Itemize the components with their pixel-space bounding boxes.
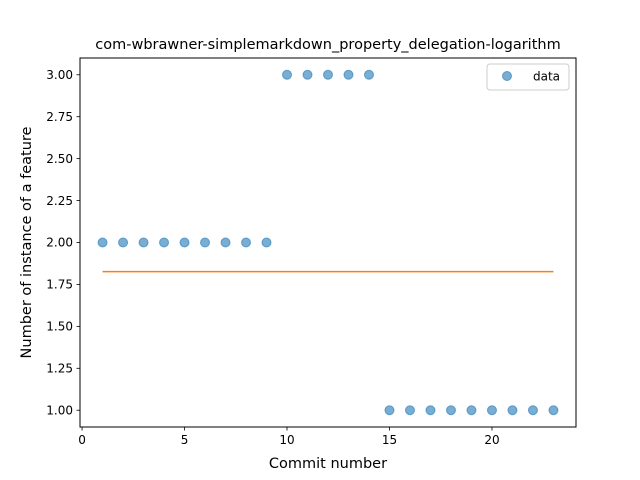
x-tick-label: 10: [279, 433, 294, 447]
data-point: [283, 70, 292, 79]
data-point: [139, 238, 148, 247]
x-axis-label: Commit number: [269, 456, 387, 472]
y-tick-label: 2.50: [46, 152, 73, 166]
y-tick-label: 2.25: [46, 194, 73, 208]
data-point: [364, 70, 373, 79]
data-point: [160, 238, 169, 247]
data-point: [201, 238, 210, 247]
data-point: [528, 406, 537, 415]
legend: data: [487, 64, 569, 90]
data-point: [98, 238, 107, 247]
data-point: [487, 406, 496, 415]
data-point: [508, 406, 517, 415]
data-point: [405, 406, 414, 415]
chart-title: com-wbrawner-simplemarkdown_property_del…: [95, 37, 560, 53]
x-tick-label: 5: [181, 433, 189, 447]
y-axis-label: Number of instance of a feature: [19, 126, 35, 358]
data-point: [242, 238, 251, 247]
x-tick-label: 20: [484, 433, 499, 447]
data-point: [180, 238, 189, 247]
data-point: [446, 406, 455, 415]
y-tick-label: 1.75: [46, 278, 73, 292]
data-point: [262, 238, 271, 247]
y-tick-label: 2.00: [46, 236, 73, 250]
y-tick-label: 1.25: [46, 361, 73, 375]
data-point: [467, 406, 476, 415]
data-point: [385, 406, 394, 415]
y-tick-label: 2.75: [46, 110, 73, 124]
y-tick-label: 3.00: [46, 68, 73, 82]
legend-marker: [503, 72, 512, 81]
data-point: [119, 238, 128, 247]
data-point: [221, 238, 230, 247]
data-point: [426, 406, 435, 415]
y-tick-label: 1.50: [46, 320, 73, 334]
x-tick-label: 15: [382, 433, 397, 447]
data-point: [303, 70, 312, 79]
data-point: [549, 406, 558, 415]
legend-label: data: [533, 70, 560, 84]
y-tick-label: 1.00: [46, 403, 73, 417]
data-point: [324, 70, 333, 79]
data-point: [344, 70, 353, 79]
x-tick-label: 0: [78, 433, 86, 447]
